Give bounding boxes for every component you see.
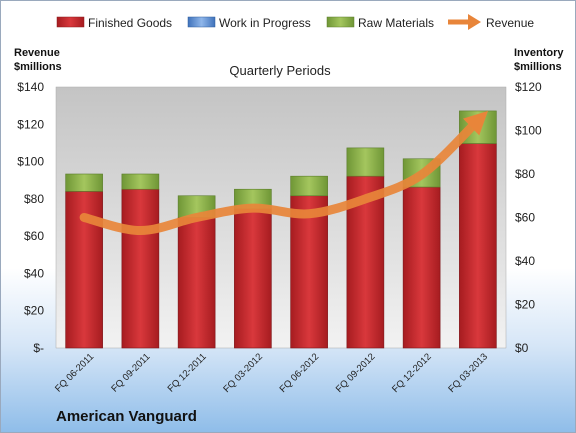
left-tick-label: $140	[17, 80, 44, 94]
left-tick-label: $120	[17, 117, 44, 131]
left-tick-label: $60	[24, 229, 44, 243]
left-tick-label: $100	[17, 155, 44, 169]
right-axis-title-line2: $millions	[514, 61, 562, 73]
bar-raw-materials	[65, 173, 103, 192]
legend-item-work-in-progress: Work in Progress	[187, 16, 311, 30]
legend-swatch-finished-goods	[56, 16, 85, 28]
chart-subtitle: Quarterly Periods	[229, 63, 331, 78]
legend-label-raw-materials: Raw Materials	[358, 16, 434, 30]
bar-finished-goods	[234, 208, 272, 349]
revenue-line	[79, 110, 488, 236]
x-tick-label: FQ 09-2012	[334, 351, 378, 395]
left-tick-label: $20	[24, 304, 44, 318]
right-tick-label: $40	[515, 254, 535, 268]
right-tick-label: $20	[515, 298, 535, 312]
left-tick-label: $-	[33, 341, 44, 355]
bar-finished-goods	[290, 195, 328, 349]
x-tick-label: FQ 09-2011	[109, 351, 152, 394]
bar-raw-materials	[121, 173, 160, 190]
right-tick-label: $0	[515, 341, 529, 355]
right-tick-label: $100	[515, 124, 542, 138]
x-axis-ticks: FQ 06-2011 FQ 09-2011 FQ 12-2011 FQ 03-2012…	[53, 351, 490, 395]
legend-label-revenue: Revenue	[486, 16, 534, 30]
x-tick-label: FQ 12-2011	[166, 351, 209, 394]
left-tick-label: $40	[24, 266, 44, 280]
left-axis-title-line2: $millions	[14, 61, 62, 73]
revenue-line-layer	[79, 110, 488, 236]
left-tick-label: $80	[24, 192, 44, 206]
legend-label-finished-goods: Finished Goods	[88, 16, 172, 30]
right-tick-label: $120	[515, 80, 542, 94]
bar-raw-materials	[346, 147, 385, 177]
right-axis-title-line1: Inventory	[514, 47, 564, 59]
x-tick-label: FQ 06-2012	[278, 351, 322, 395]
right-tick-label: $80	[515, 167, 535, 181]
bar-raw-materials	[290, 175, 328, 197]
bar-finished-goods	[402, 186, 441, 349]
x-tick-label: FQ 06-2011	[53, 351, 96, 394]
legend-item-revenue: Revenue	[448, 14, 534, 30]
legend-item-raw-materials: Raw Materials	[326, 16, 434, 30]
bar-finished-goods	[177, 217, 216, 349]
x-tick-label: FQ 12-2012	[390, 351, 434, 395]
left-axis-ticks: $- $20 $40 $60 $80 $100 $120 $140	[17, 80, 44, 355]
legend-swatch-work-in-progress	[187, 16, 216, 28]
legend-label-work-in-progress: Work in Progress	[219, 16, 311, 30]
company-name: American Vanguard	[56, 408, 197, 425]
right-tick-label: $60	[515, 211, 535, 225]
legend-swatch-raw-materials	[326, 16, 355, 28]
legend-arrow-icon	[468, 14, 481, 30]
bar-finished-goods	[459, 143, 497, 349]
legend: Finished Goods Work in Progress Raw Mate…	[56, 14, 534, 30]
legend-item-finished-goods: Finished Goods	[56, 16, 172, 30]
right-axis-ticks: $0 $20 $40 $60 $80 $100 $120	[515, 80, 542, 355]
x-tick-label: FQ 03-2013	[446, 351, 490, 395]
left-axis-title-line1: Revenue	[14, 47, 60, 59]
x-tick-label: FQ 03-2012	[221, 351, 265, 395]
bar-finished-goods	[121, 188, 160, 349]
